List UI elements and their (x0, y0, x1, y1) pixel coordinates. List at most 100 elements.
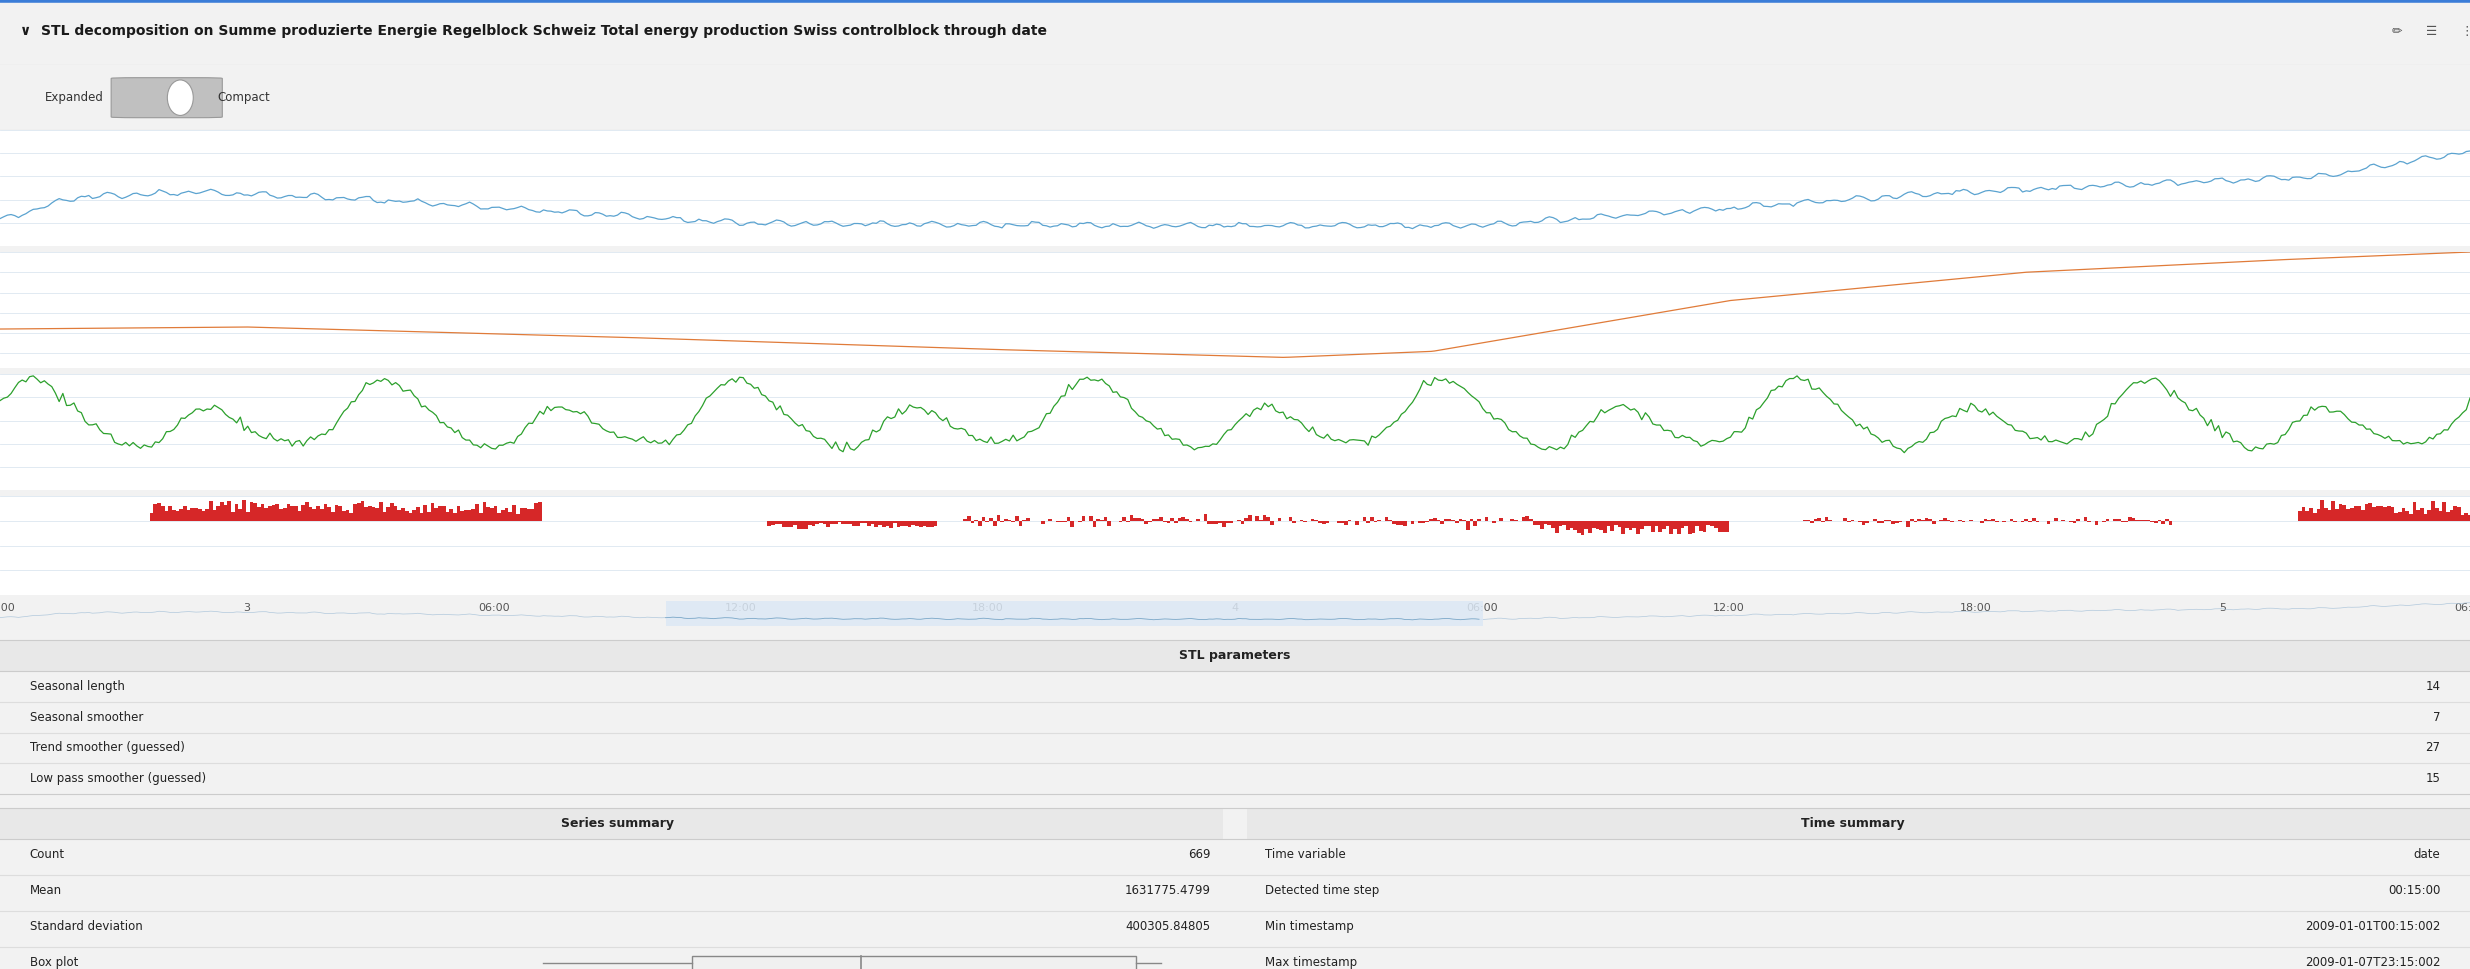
Text: ⋮: ⋮ (2460, 25, 2470, 38)
Bar (427, 513, 430, 520)
Bar (2132, 518, 2137, 520)
Bar (353, 504, 356, 520)
Bar (459, 511, 464, 520)
Bar (800, 520, 805, 529)
Bar (1144, 520, 1149, 524)
Bar (464, 510, 467, 520)
Bar (509, 512, 511, 520)
Bar (1341, 520, 1344, 522)
Bar (2371, 507, 2376, 520)
Bar (489, 508, 494, 520)
Bar (1156, 518, 1158, 520)
Bar (2055, 518, 2058, 520)
Bar (845, 520, 850, 524)
Bar (1425, 520, 1430, 522)
Bar (2117, 518, 2122, 520)
Bar (1423, 520, 1425, 523)
Text: Trend smoother (guessed): Trend smoother (guessed) (30, 741, 185, 755)
Bar (311, 510, 316, 520)
Bar (2391, 508, 2393, 520)
Text: 2009-01-07T23:15:002: 2009-01-07T23:15:002 (2305, 956, 2440, 969)
Bar (1818, 517, 1820, 520)
Bar (785, 520, 790, 527)
Bar (1662, 520, 1665, 529)
Text: Mean: Mean (30, 885, 62, 897)
Bar (1551, 520, 1554, 528)
Bar (1606, 520, 1610, 526)
Text: date: date (2413, 849, 2440, 861)
Bar (1097, 519, 1099, 520)
Bar (272, 505, 277, 520)
Bar (2376, 506, 2379, 520)
Bar (1447, 518, 1452, 520)
Bar (1484, 517, 1489, 520)
Bar (467, 511, 472, 520)
Bar (1880, 520, 1885, 523)
Bar (1356, 520, 1359, 524)
Bar (2354, 506, 2356, 520)
Bar (309, 507, 311, 520)
Bar (2312, 514, 2317, 520)
Bar (793, 520, 798, 525)
Bar (1418, 520, 1423, 523)
Bar (1702, 520, 1707, 532)
Bar (835, 520, 837, 524)
Bar (1917, 518, 1922, 520)
Text: Seasonal length: Seasonal length (30, 679, 124, 693)
Bar (1018, 520, 1023, 526)
Bar (1178, 518, 1181, 520)
Bar (1618, 520, 1620, 527)
Bar (1576, 520, 1581, 533)
Bar (872, 520, 874, 524)
Bar (257, 508, 262, 520)
Bar (1025, 518, 1030, 520)
Bar (1633, 520, 1635, 528)
Bar (1393, 520, 1396, 524)
Bar (2129, 517, 2132, 520)
Bar (1363, 516, 1366, 520)
Bar (1909, 519, 1914, 520)
Bar (2421, 508, 2423, 520)
Bar (1188, 520, 1193, 522)
Bar (361, 501, 363, 520)
Bar (1820, 520, 1825, 522)
Bar (1267, 517, 1270, 520)
Bar (860, 520, 864, 522)
FancyBboxPatch shape (0, 808, 1223, 839)
Bar (1610, 520, 1613, 531)
Bar (664, 601, 1482, 626)
Bar (2379, 506, 2384, 520)
Bar (1321, 520, 1326, 524)
Text: Standard deviation: Standard deviation (30, 921, 143, 933)
Bar (1158, 516, 1163, 520)
Bar (1040, 520, 1045, 524)
Bar (2302, 507, 2305, 520)
Bar (227, 501, 232, 520)
Bar (1685, 520, 1687, 526)
Bar (2319, 500, 2324, 520)
Bar (808, 520, 813, 525)
Bar (1210, 520, 1215, 524)
Bar (316, 507, 319, 520)
Text: 400305.84805: 400305.84805 (1126, 921, 1210, 933)
Bar (1529, 519, 1534, 520)
Bar (1003, 519, 1008, 520)
Bar (1292, 520, 1297, 523)
Bar (1173, 520, 1178, 523)
Bar (277, 504, 279, 520)
Bar (778, 520, 783, 524)
Text: Max timestamp: Max timestamp (1265, 956, 1356, 969)
Bar (1262, 515, 1267, 520)
Bar (1433, 518, 1438, 520)
Bar (390, 503, 393, 520)
Bar (768, 520, 771, 525)
FancyBboxPatch shape (1247, 808, 2470, 839)
Bar (405, 511, 408, 520)
Bar (2164, 519, 2169, 520)
Bar (1225, 520, 1230, 522)
Bar (1467, 520, 1470, 530)
Bar (1650, 520, 1655, 532)
Bar (2107, 519, 2109, 520)
Bar (1625, 520, 1628, 528)
Bar (188, 510, 190, 520)
